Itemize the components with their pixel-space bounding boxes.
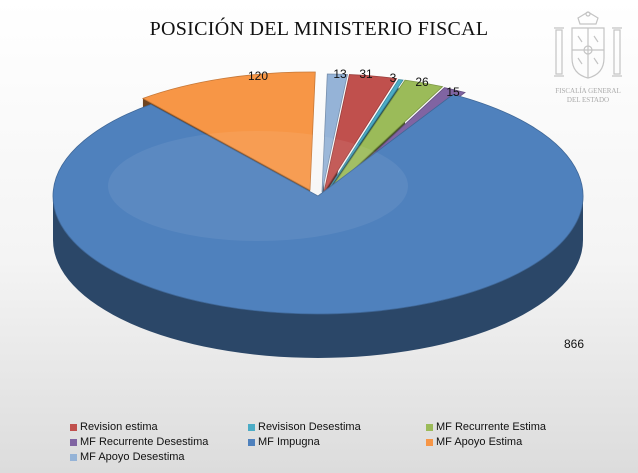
pie-slice-mf-impugna — [52, 94, 584, 315]
pie-slice-revision-estima — [323, 74, 398, 193]
legend-label: MF Recurrente Desestima — [80, 436, 209, 448]
legend-item-revisison-desestima: Revisison Desestima — [248, 421, 361, 433]
pie-slice-side-mf-impugna — [53, 196, 583, 358]
pie-slice-mf-recurrente-estima — [327, 79, 444, 194]
legend-item-revision-estima: Revision estima — [70, 421, 158, 433]
data-label-mf-apoyo-estima: 120 — [248, 69, 268, 83]
legend-swatch — [426, 438, 433, 446]
pie-chart: 13 31 3 26 15 866 120 — [52, 67, 584, 358]
legend-swatch — [70, 453, 77, 461]
legend-swatch — [248, 423, 255, 431]
legend-label: MF Apoyo Estima — [436, 436, 523, 448]
legend-swatch — [248, 438, 255, 446]
data-label-revision-estima: 31 — [359, 67, 373, 81]
pie-slice-mf-apoyo-estima — [141, 71, 316, 191]
emblem-text-line1: FISCALÍA GENERAL — [555, 87, 621, 95]
pie-slice-mf-apoyo-desestima — [321, 73, 348, 193]
data-label-mf-recurrente-desestima: 15 — [446, 85, 460, 99]
data-label-mf-recurrente-estima: 26 — [415, 75, 429, 89]
legend-label: MF Apoyo Desestima — [80, 451, 185, 463]
data-label-mf-apoyo-desestima: 13 — [333, 67, 347, 81]
legend-label: Revisison Desestima — [258, 421, 361, 433]
legend-item-mf-apoyo-desestima: MF Apoyo Desestima — [70, 451, 185, 463]
pie-highlight — [108, 131, 408, 241]
legend-swatch — [70, 423, 77, 431]
data-label-mf-impugna: 866 — [564, 337, 584, 351]
coat-of-arms-logo — [554, 11, 622, 79]
pie-slice-revisison-desestima — [325, 79, 404, 194]
chart-title: POSICIÓN DEL MINISTERIO FISCAL — [149, 18, 489, 40]
legend-item-mf-recurrente-estima: MF Recurrente Estima — [426, 421, 546, 433]
data-label-revisison-desestima: 3 — [390, 71, 397, 85]
legend-label: MF Recurrente Estima — [436, 421, 547, 433]
legend-item-mf-apoyo-estima: MF Apoyo Estima — [426, 436, 522, 448]
legend-swatch — [70, 438, 77, 446]
legend-item-mf-recurrente-desestima: MF Recurrente Desestima — [70, 436, 208, 448]
legend-item-mf-impugna: MF Impugna — [248, 436, 320, 448]
legend-label: Revision estima — [80, 421, 158, 433]
legend-swatch — [426, 423, 433, 431]
legend-label: MF Impugna — [258, 436, 320, 448]
emblem-text-line2: DEL ESTADO — [566, 96, 610, 104]
